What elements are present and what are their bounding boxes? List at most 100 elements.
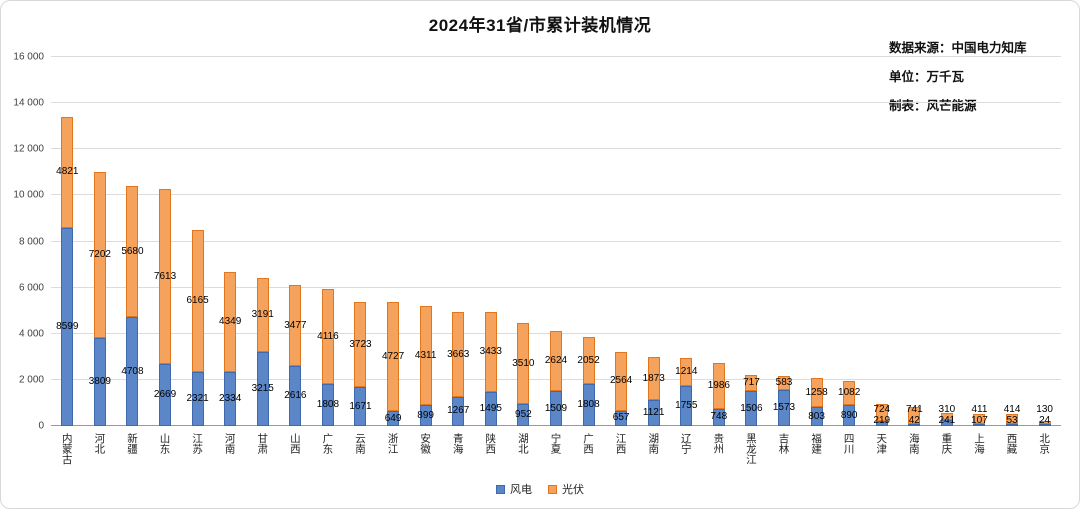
stacked-bar [1038,57,1051,426]
x-category-label: 黑龙江 [744,433,757,465]
x-category: 江苏 [181,430,214,480]
y-tick-label: 8 000 [18,236,44,247]
wind-segment [680,385,693,426]
solar-value-label: 7202 [88,249,111,261]
stacked-bar [126,57,139,426]
solar-value-label: 7613 [153,270,177,282]
solar-segment [61,116,74,228]
solar-segment [745,374,758,392]
wind-segment [582,384,595,426]
stacked-bar [582,57,595,426]
bar-column: 310 241 [931,57,964,426]
solar-segment [810,378,823,408]
stacked-bar [875,57,888,426]
gridline [51,240,1061,242]
x-category-label: 辽宁 [679,433,692,454]
x-category-label: 吉林 [777,433,790,454]
y-tick-label: 0 [38,420,44,432]
gridline [51,56,1061,57]
wind-segment [1038,424,1051,426]
solar-segment [680,357,693,386]
solar-value-label: 2052 [577,354,600,366]
bar-column: 7202 3809 [84,57,117,426]
x-category-label: 四川 [842,433,855,454]
x-category-label: 河南 [223,433,236,454]
bar-column: 6165 2321 [181,57,214,426]
bar-column: 3510 952 [507,57,540,426]
bars: 4821 8599 7202 3809 5680 4708 7613 2669 6165 2321… [51,57,1061,426]
x-category-label: 云南 [353,433,366,454]
stacked-bar [745,57,758,426]
bar-column: 130 24 [1028,57,1061,426]
wind-segment [778,389,790,426]
stacked-bar [647,57,660,426]
y-axis: 0 2 000 4 000 6 000 8 000 10 000 12 000 14 000 1… [13,52,1061,432]
x-category: 云南 [344,430,377,480]
wind-segment [289,365,302,426]
x-category: 山东 [149,430,182,480]
legend-swatch-solar [548,484,557,494]
wind-value-label: 1509 [544,402,568,414]
wind-segment [256,351,269,426]
bar-column: 1873 1121 [637,57,670,426]
wind-value-label: 1671 [349,400,372,412]
solar-segment [1006,414,1019,424]
solar-segment [908,406,921,424]
x-category: 北京 [1028,430,1061,480]
wind-segment [452,396,465,426]
solar-value-label: 4116 [317,330,339,342]
wind-segment [810,407,823,426]
x-category-label: 重庆 [940,433,953,454]
legend-label-solar: 光伏 [562,484,584,496]
x-category-label: 海南 [907,433,920,454]
solar-segment [191,230,204,373]
solar-value-label: 2624 [544,354,568,366]
gridline [51,286,1061,288]
solar-segment [387,302,400,412]
wind-value-label: 2616 [284,389,307,401]
bar-column: 4821 8599 [51,57,84,426]
stacked-bar [452,57,465,426]
solar-segment [93,172,106,339]
bar-column: 3663 1267 [442,57,475,426]
x-category: 内蒙古 [51,430,84,480]
wind-segment [549,391,562,426]
solar-value-label: 717 [743,377,760,388]
wind-value-label: 8599 [56,320,79,332]
stacked-bar [191,57,204,426]
solar-segment [875,404,888,421]
solar-segment [778,376,790,390]
wind-value-label: 3809 [88,376,111,388]
x-labels: 内蒙古 河北 新疆 山东 江苏 河南 甘肃 山西 广东 云南 浙江 安徽 青海 陕西 湖北 宁夏 广西 江西 湖南辽… [51,430,1061,480]
wind-value-label: 107 [971,415,988,426]
solar-value-label: 2564 [609,375,633,387]
solar-segment [940,413,953,421]
solar-segment [973,414,986,424]
solar-value-label: 1986 [707,379,730,391]
wind-segment [973,423,986,426]
stacked-bar [1006,57,1019,426]
stacked-bar [61,57,74,426]
stacked-bar [289,57,302,426]
solar-value-label: 1082 [838,387,861,398]
solar-value-label: 1258 [805,386,828,398]
wind-segment [321,384,334,426]
wind-segment [647,400,660,426]
solar-value-label: 724 [873,404,891,415]
x-category: 上海 [963,430,996,480]
bar-column: 3477 2616 [279,57,312,426]
solar-segment [452,312,465,397]
bar-column: 1986 748 [703,57,736,426]
bar-column: 5680 4708 [116,57,149,426]
wind-segment [745,391,758,426]
x-category: 陕西 [475,430,508,480]
x-category: 天津 [865,430,898,480]
x-category: 河北 [84,430,117,480]
stacked-bar [973,57,986,426]
bar-column: 4349 2334 [214,57,247,426]
x-category: 河南 [214,430,247,480]
wind-segment [224,372,237,426]
solar-value-label: 741 [905,404,923,415]
gridline [51,102,1061,104]
solar-segment [289,285,302,366]
